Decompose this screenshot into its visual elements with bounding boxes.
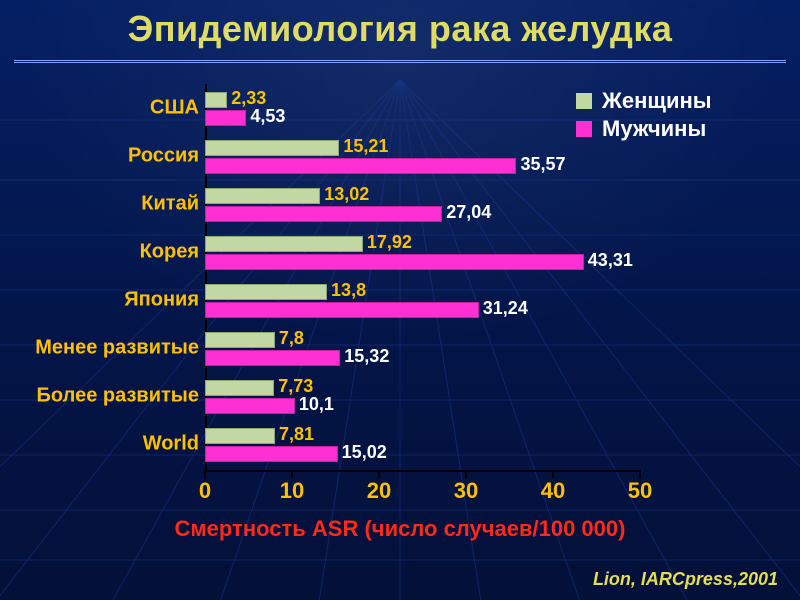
bar-women <box>205 332 275 348</box>
x-axis-title: Смертность ASR (число случаев/100 000) <box>0 516 800 542</box>
title-underline <box>14 60 786 63</box>
bar-men <box>205 158 516 174</box>
bar-women <box>205 428 275 444</box>
x-tick-label: 50 <box>628 478 652 504</box>
x-tick-label: 40 <box>541 478 565 504</box>
x-tick-label: 10 <box>280 478 304 504</box>
citation-text: Lion, IARCpress,2001 <box>593 569 778 590</box>
x-tick-label: 20 <box>367 478 391 504</box>
x-tick <box>639 470 641 478</box>
bar-value-men: 4,53 <box>250 106 285 127</box>
bar-value-men: 10,1 <box>299 394 334 415</box>
bar-value-women: 7,8 <box>279 328 304 349</box>
x-tick <box>465 470 467 478</box>
bar-women <box>205 236 363 252</box>
bar-chart: 010203040502,334,5315,2135,5713,0227,041… <box>205 84 640 472</box>
y-axis-label: Китай <box>141 193 199 216</box>
bar-men <box>205 302 479 318</box>
bar-women <box>205 380 274 396</box>
bar-value-women: 7,81 <box>279 424 314 445</box>
bar-value-men: 15,02 <box>342 442 387 463</box>
bar-value-men: 35,57 <box>520 154 565 175</box>
bar-men <box>205 350 340 366</box>
x-tick <box>552 470 554 478</box>
x-tick <box>378 470 380 478</box>
bar-men <box>205 110 246 126</box>
bar-value-men: 15,32 <box>344 346 389 367</box>
bar-men <box>205 398 295 414</box>
bar-women <box>205 188 320 204</box>
bar-value-men: 31,24 <box>483 298 528 319</box>
bar-value-women: 13,02 <box>324 184 369 205</box>
bar-women <box>205 92 227 108</box>
y-axis-label: США <box>150 97 199 120</box>
y-axis-label: Корея <box>140 241 199 264</box>
y-axis-label: Менее развитые <box>35 337 199 360</box>
x-tick-label: 30 <box>454 478 478 504</box>
bar-men <box>205 446 338 462</box>
bar-value-men: 43,31 <box>588 250 633 271</box>
bar-women <box>205 284 327 300</box>
y-axis-labels: США Россия Китай Корея Япония Менее развитые Б… <box>5 84 205 472</box>
x-tick <box>291 470 293 478</box>
y-axis-label: World <box>143 433 199 456</box>
bar-men <box>205 254 584 270</box>
y-axis-label: Япония <box>124 289 199 312</box>
slide-title: Эпидемиология рака желудка <box>0 8 800 50</box>
bar-value-women: 13,8 <box>331 280 366 301</box>
bar-women <box>205 140 339 156</box>
bar-value-women: 15,21 <box>343 136 388 157</box>
plot-area: 010203040502,334,5315,2135,5713,0227,041… <box>205 84 640 472</box>
x-axis-line <box>205 470 640 472</box>
y-axis-label: Более развитые <box>37 385 199 408</box>
slide-stage: Эпидемиология рака желудка ЖенщиныМужчин… <box>0 0 800 600</box>
bar-men <box>205 206 442 222</box>
y-axis-label: Россия <box>128 145 199 168</box>
bar-value-women: 17,92 <box>367 232 412 253</box>
bar-value-men: 27,04 <box>446 202 491 223</box>
x-tick-label: 0 <box>199 478 211 504</box>
